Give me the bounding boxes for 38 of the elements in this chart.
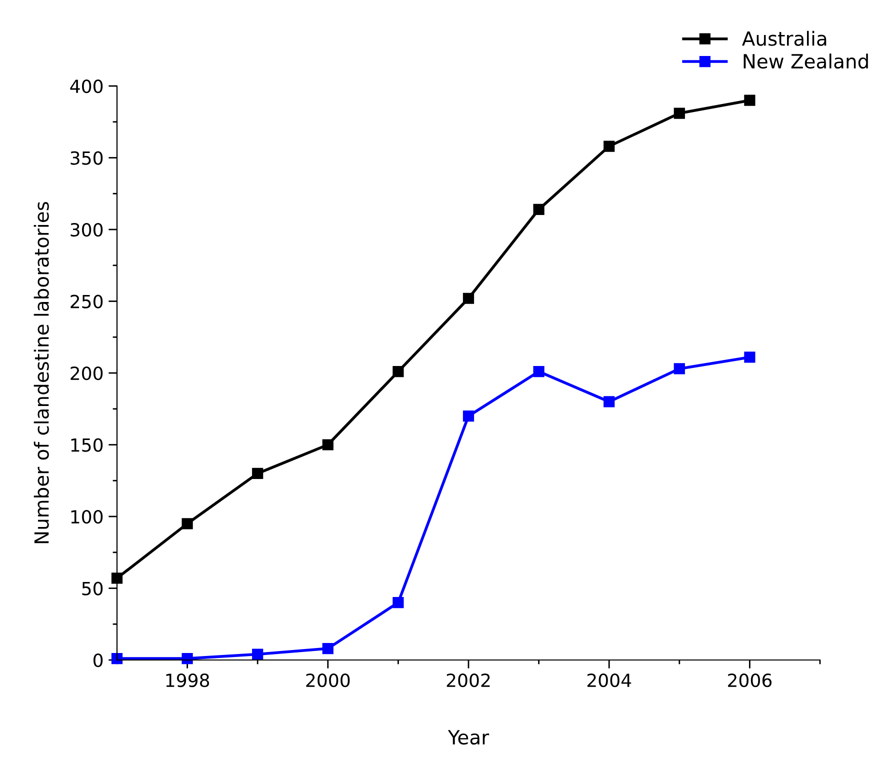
point	[252, 648, 264, 660]
point	[182, 653, 193, 664]
y-tick-label: 0	[94, 653, 103, 668]
point	[392, 366, 404, 378]
point	[744, 352, 756, 363]
point	[462, 410, 474, 422]
y-tick-label: 300	[70, 222, 103, 237]
point	[674, 363, 685, 374]
point	[322, 439, 334, 450]
x-tick-label: 2000	[306, 674, 350, 688]
x-tick-label: 2004	[587, 674, 632, 688]
point	[674, 108, 685, 119]
y-tick-label: 250	[70, 294, 103, 308]
point	[111, 572, 123, 584]
y-axis-title: Number of clandestine laboratories	[34, 202, 49, 544]
y-tick-label: 350	[70, 151, 103, 165]
y-tick-label: 50	[82, 582, 103, 596]
point	[111, 653, 123, 664]
y-tick-label: 400	[70, 79, 103, 94]
point	[604, 396, 615, 408]
legend-label: New Zealand	[744, 54, 868, 69]
x-tick-label: 2006	[728, 674, 772, 688]
point	[462, 292, 474, 304]
x-tick-label: 2002	[446, 674, 490, 688]
y-tick-label: 200	[70, 366, 103, 380]
x-axis-title: Year	[448, 730, 490, 745]
point	[182, 518, 193, 530]
y-tick-label: 150	[71, 438, 103, 452]
point	[533, 366, 544, 378]
y-tick-label: 100	[71, 510, 103, 524]
x-tick-label: 1998	[166, 674, 210, 688]
point	[533, 204, 544, 215]
point	[744, 94, 756, 106]
point	[604, 140, 615, 152]
legend-label: Australia	[742, 30, 826, 46]
point	[392, 597, 404, 608]
point	[322, 642, 334, 654]
point	[252, 468, 264, 480]
